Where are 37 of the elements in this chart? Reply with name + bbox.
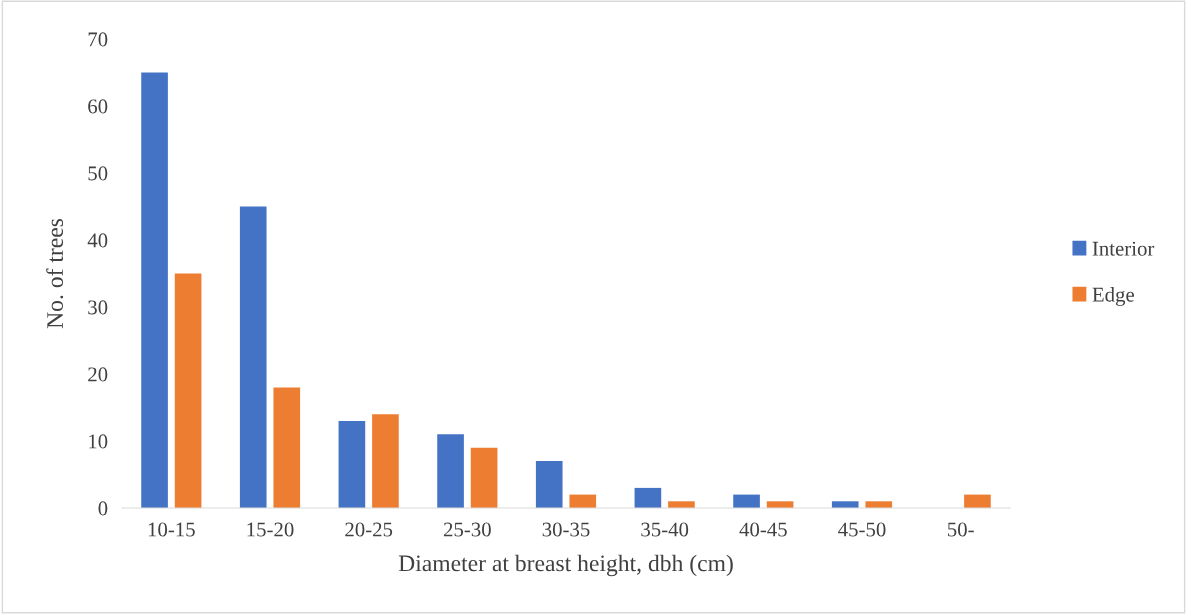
x-tick-label: 25-30 [443,522,491,537]
y-tick-label: 0 [98,501,108,516]
bar [239,206,267,508]
y-axis-title: No. of trees [46,218,64,329]
y-tick-label: 30 [88,300,108,315]
y-tick-label: 70 [88,32,108,47]
x-axis-title: Diameter at breast height, dbh (cm) [398,554,733,577]
y-tick-label: 20 [88,367,108,382]
y-tick-label: 60 [88,99,108,114]
bar [174,273,202,508]
x-tick-label: 10-15 [148,522,195,537]
x-tick-label: 20-25 [345,522,393,537]
bar [372,414,399,508]
bar [831,501,859,508]
bar [470,447,498,508]
x-tick-label: 15-20 [247,522,294,537]
legend-label: Interior [1092,241,1155,256]
bar [865,501,893,508]
x-tick-label: 35-40 [641,522,689,537]
bar [273,387,301,508]
bar [338,420,366,508]
bar [634,487,662,508]
bar [733,494,760,508]
x-tick-label: 50- [947,522,974,537]
x-tick-label: 45-50 [838,522,886,537]
y-tick-label: 50 [88,166,108,181]
x-tick-label: 30-35 [542,522,590,537]
bar [964,494,991,508]
bar [141,72,168,508]
bar [535,461,563,508]
bar [437,434,464,508]
x-tick-label: 40-45 [739,522,787,537]
bar [668,501,695,508]
legend-label: Edge [1092,287,1134,306]
bar [569,494,597,508]
y-tick-label: 40 [87,233,108,248]
y-tick-label: 10 [89,434,108,449]
